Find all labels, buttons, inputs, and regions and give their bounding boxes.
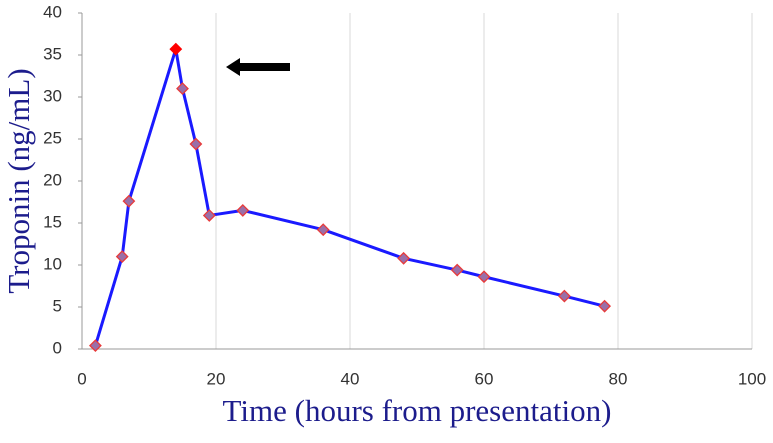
y-tick-label: 5 <box>53 296 62 315</box>
x-axis-label: Time (hours from presentation) <box>223 393 612 428</box>
data-marker <box>115 250 129 264</box>
data-marker <box>557 289 571 303</box>
data-marker <box>450 263 464 277</box>
x-tick-label: 80 <box>609 369 628 388</box>
x-tick-label: 40 <box>341 369 360 388</box>
x-tick-label: 20 <box>207 369 226 388</box>
data-marker <box>122 194 136 208</box>
data-marker <box>189 137 203 151</box>
x-tick-label: 60 <box>475 369 494 388</box>
y-tick-label: 15 <box>43 212 62 231</box>
data-marker <box>88 339 102 353</box>
y-tick-label: 30 <box>43 86 62 105</box>
data-marker <box>236 203 250 217</box>
x-tick-label: 0 <box>77 369 86 388</box>
data-marker <box>169 42 183 56</box>
y-tick-label: 40 <box>43 2 62 21</box>
y-tick-label: 0 <box>53 338 62 357</box>
data-marker <box>176 82 189 96</box>
y-tick-label: 25 <box>43 128 62 147</box>
data-marker <box>598 299 612 313</box>
y-tick-label: 20 <box>43 170 62 189</box>
data-marker <box>316 223 330 237</box>
y-tick-label: 10 <box>43 254 62 273</box>
arrow <box>226 58 290 76</box>
x-tick-label: 100 <box>738 369 766 388</box>
y-axis-label: Troponin (ng/mL) <box>1 68 36 293</box>
data-marker <box>202 209 216 222</box>
data-marker <box>477 270 491 284</box>
data-marker <box>397 251 411 265</box>
y-tick-label: 35 <box>43 44 62 63</box>
